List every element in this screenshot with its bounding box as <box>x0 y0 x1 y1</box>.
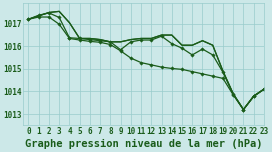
X-axis label: Graphe pression niveau de la mer (hPa): Graphe pression niveau de la mer (hPa) <box>25 138 262 149</box>
